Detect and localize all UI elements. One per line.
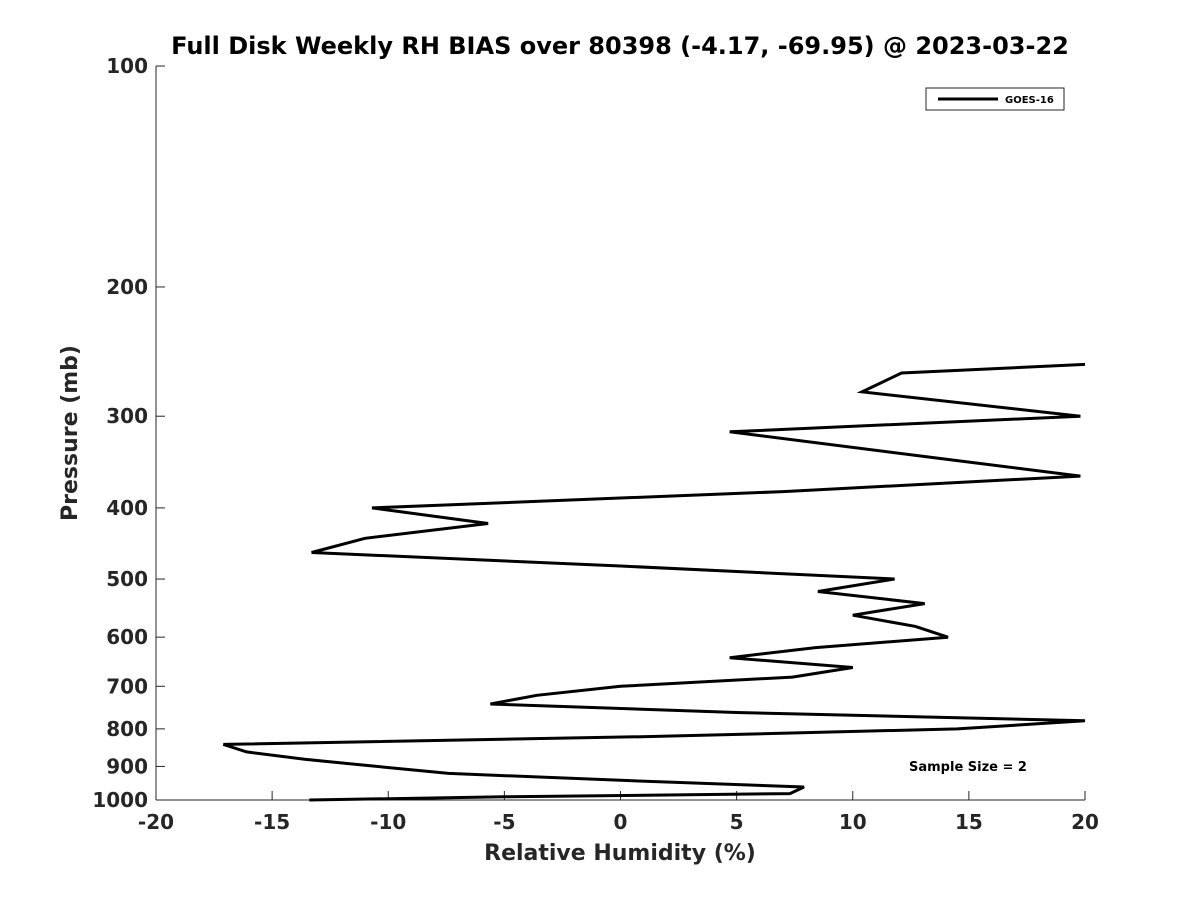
x-tick-label: 5: [730, 810, 744, 834]
series-line-goes-16: [222, 362, 1086, 802]
y-tick-label: 700: [106, 674, 148, 698]
y-tick-label: 300: [106, 404, 148, 428]
series-layer: [222, 362, 1086, 802]
y-tick-label: 500: [106, 567, 148, 591]
x-tick-label: 10: [839, 810, 867, 834]
x-tick-label: 15: [955, 810, 983, 834]
y-axis-label: Pressure (mb): [58, 345, 83, 521]
x-tick-label: -20: [138, 810, 174, 834]
chart-title: Full Disk Weekly RH BIAS over 80398 (-4.…: [171, 32, 1069, 60]
x-tick-label: -15: [254, 810, 290, 834]
axes-frame: [155, 66, 1085, 801]
x-tick-label: 0: [614, 810, 628, 834]
y-axis-ticks: 100 200 300 400 500 600 700 800 900 1000: [92, 54, 165, 812]
y-tick-label: 900: [106, 754, 148, 778]
legend: GOES-16: [925, 87, 1065, 111]
legend-label-goes-16: GOES-16: [1005, 95, 1054, 106]
x-tick-label: 20: [1071, 810, 1099, 834]
x-axis-ticks: -20 -15 -10 -5 0 5 10 15 20: [138, 791, 1099, 834]
y-tick-label: 1000: [92, 788, 148, 812]
x-tick-label: -5: [493, 810, 515, 834]
y-tick-label: 100: [106, 54, 148, 78]
y-tick-label: 400: [106, 496, 148, 520]
x-axis-label: Relative Humidity (%): [484, 841, 756, 866]
y-tick-label: 200: [106, 275, 148, 299]
y-tick-label: 600: [106, 625, 148, 649]
y-tick-label: 800: [106, 717, 148, 741]
x-tick-label: -10: [370, 810, 406, 834]
sample-size-annotation: Sample Size = 2: [909, 760, 1027, 775]
